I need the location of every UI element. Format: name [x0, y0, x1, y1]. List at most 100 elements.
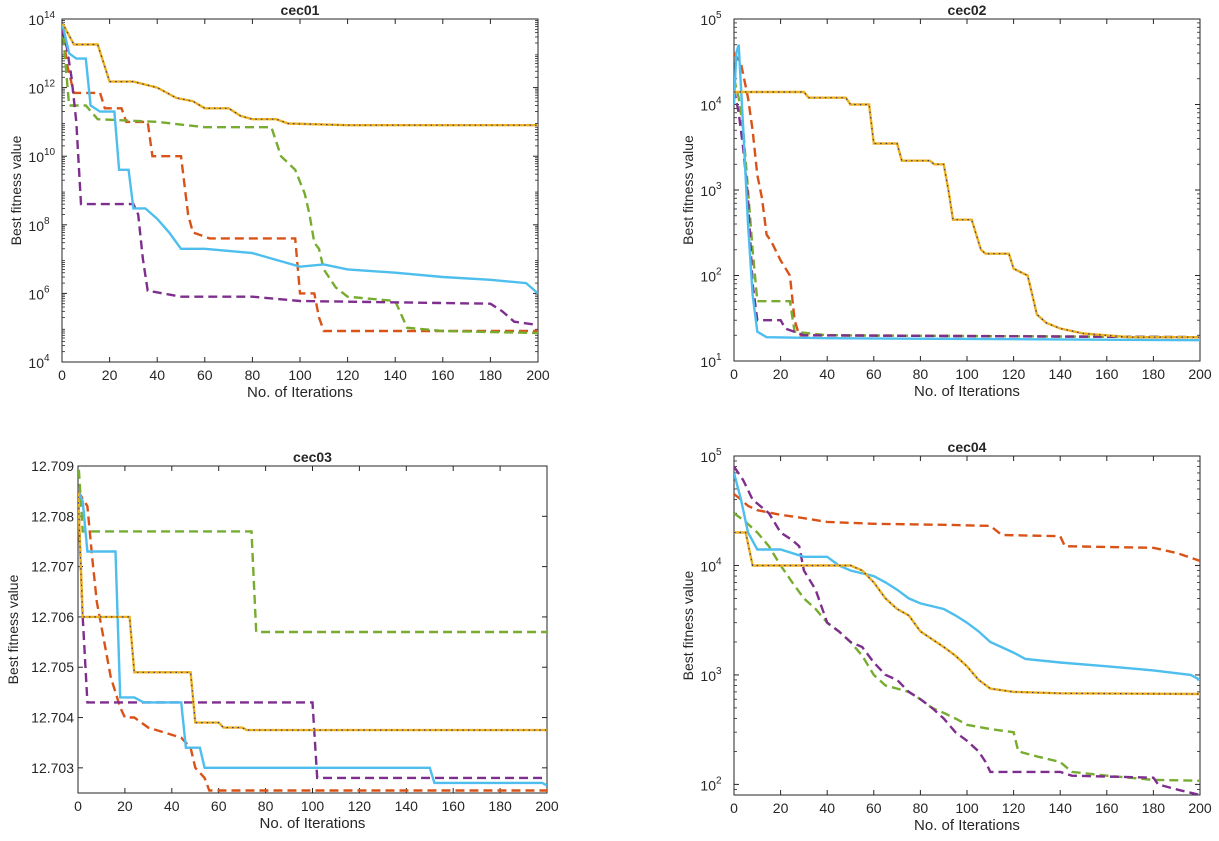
x-tick-label: 160	[442, 798, 466, 814]
series-line-cyan	[62, 22, 538, 295]
y-tick-label: 10	[28, 355, 44, 371]
x-tick-label: 60	[866, 366, 882, 382]
y-tick-label: 10	[28, 218, 44, 234]
chart-title: cec01	[281, 2, 320, 18]
x-axis-label: No. of Iterations	[260, 815, 366, 832]
x-tick-label: 100	[955, 366, 979, 382]
series-group	[734, 465, 1200, 795]
x-tick-label: 80	[913, 800, 929, 816]
x-tick-label: 40	[164, 798, 180, 814]
y-axis-label: Best fitness value	[5, 574, 21, 684]
x-tick-label: 20	[102, 367, 118, 383]
y-tick-label: 12.704	[31, 710, 74, 726]
x-tick-label: 60	[197, 367, 213, 383]
y-tick-label: 12.709	[31, 458, 74, 474]
series-line-green	[734, 78, 1200, 339]
y-tick-label: 12.708	[31, 508, 74, 524]
series-line-purple	[734, 89, 1200, 339]
series-line-green	[734, 512, 1200, 782]
x-tick-label: 0	[74, 798, 82, 814]
series-group	[78, 466, 547, 792]
x-tick-label: 160	[1095, 800, 1119, 816]
series-markers-gold	[62, 22, 538, 126]
series-line-green	[62, 22, 538, 335]
chart-title: cec04	[948, 439, 987, 455]
x-tick-label: 200	[526, 367, 550, 383]
y-tick-label: 10	[700, 354, 716, 370]
x-tick-label: 140	[395, 798, 419, 814]
y-tick-label: 10	[28, 286, 44, 302]
x-tick-label: 80	[245, 367, 261, 383]
series-markers-gold	[78, 491, 547, 731]
y-tick-exponent: 10	[44, 147, 56, 158]
series-line-orange	[78, 490, 547, 792]
chart-title: cec02	[948, 2, 987, 18]
x-axis-label: No. of Iterations	[914, 817, 1020, 834]
y-tick-label: 10	[700, 558, 716, 574]
y-tick-label: 10	[700, 98, 716, 114]
y-tick-exponent: 4	[44, 353, 50, 364]
x-tick-label: 60	[866, 800, 882, 816]
x-tick-label: 120	[1002, 366, 1026, 382]
plot-area	[733, 455, 1201, 796]
x-tick-label: 40	[149, 367, 165, 383]
chart-title: cec03	[293, 449, 332, 465]
y-tick-exponent: 5	[716, 447, 722, 458]
y-tick-label: 10	[28, 149, 44, 165]
y-tick-label: 10	[28, 81, 44, 97]
y-tick-exponent: 2	[716, 775, 722, 786]
series-line-cyan	[734, 44, 1200, 342]
y-tick-exponent: 5	[716, 10, 722, 21]
x-axis-label: No. of Iterations	[247, 384, 353, 401]
x-tick-label: 120	[336, 367, 360, 383]
y-tick-exponent: 2	[716, 267, 722, 278]
y-tick-exponent: 12	[44, 79, 56, 90]
x-tick-label: 40	[819, 800, 835, 816]
x-tick-label: 60	[211, 798, 227, 814]
series-line-orange	[734, 52, 1200, 339]
x-tick-label: 160	[1095, 366, 1119, 382]
y-tick-exponent: 1	[716, 352, 722, 363]
x-tick-label: 200	[535, 798, 559, 814]
y-tick-exponent: 14	[44, 10, 56, 21]
y-tick-exponent: 6	[44, 284, 50, 295]
plot-area	[733, 18, 1201, 362]
x-tick-label: 20	[773, 800, 789, 816]
y-tick-label: 10	[700, 449, 716, 465]
x-tick-label: 200	[1188, 800, 1212, 816]
series-line-purple	[62, 28, 538, 327]
y-tick-label: 12.703	[31, 760, 74, 776]
x-tick-label: 0	[730, 366, 738, 382]
series-markers-gold	[734, 531, 1200, 695]
x-tick-label: 180	[1142, 366, 1166, 382]
x-tick-label: 20	[773, 366, 789, 382]
y-tick-label: 10	[700, 269, 716, 285]
x-tick-label: 100	[955, 800, 979, 816]
x-tick-label: 120	[1002, 800, 1026, 816]
series-line-purple	[734, 465, 1200, 795]
y-axis-label: Best fitness value	[680, 570, 696, 680]
y-tick-label: 10	[700, 183, 716, 199]
x-tick-label: 160	[431, 367, 455, 383]
x-tick-label: 0	[58, 367, 66, 383]
y-tick-exponent: 4	[716, 556, 722, 567]
y-tick-exponent: 3	[716, 181, 722, 192]
x-tick-label: 80	[258, 798, 274, 814]
series-line-green	[78, 466, 547, 634]
x-tick-label: 100	[301, 798, 325, 814]
y-tick-label: 12.707	[31, 559, 74, 575]
x-tick-label: 120	[348, 798, 372, 814]
series-markers-gold	[734, 91, 1200, 338]
chart-cec03: 0 20 40 60 80 100 120 140 160 180 200 12.703 12.704 1…	[5, 449, 559, 832]
y-tick-exponent: 4	[716, 96, 722, 107]
y-tick-label: 12.705	[31, 659, 74, 675]
y-tick-label: 10	[700, 668, 716, 684]
series-line-cyan	[78, 490, 547, 787]
x-tick-label: 80	[913, 366, 929, 382]
series-line-orange	[62, 22, 538, 333]
y-tick-exponent: 8	[44, 216, 50, 227]
x-tick-label: 180	[479, 367, 503, 383]
y-tick-label: 10	[700, 777, 716, 793]
